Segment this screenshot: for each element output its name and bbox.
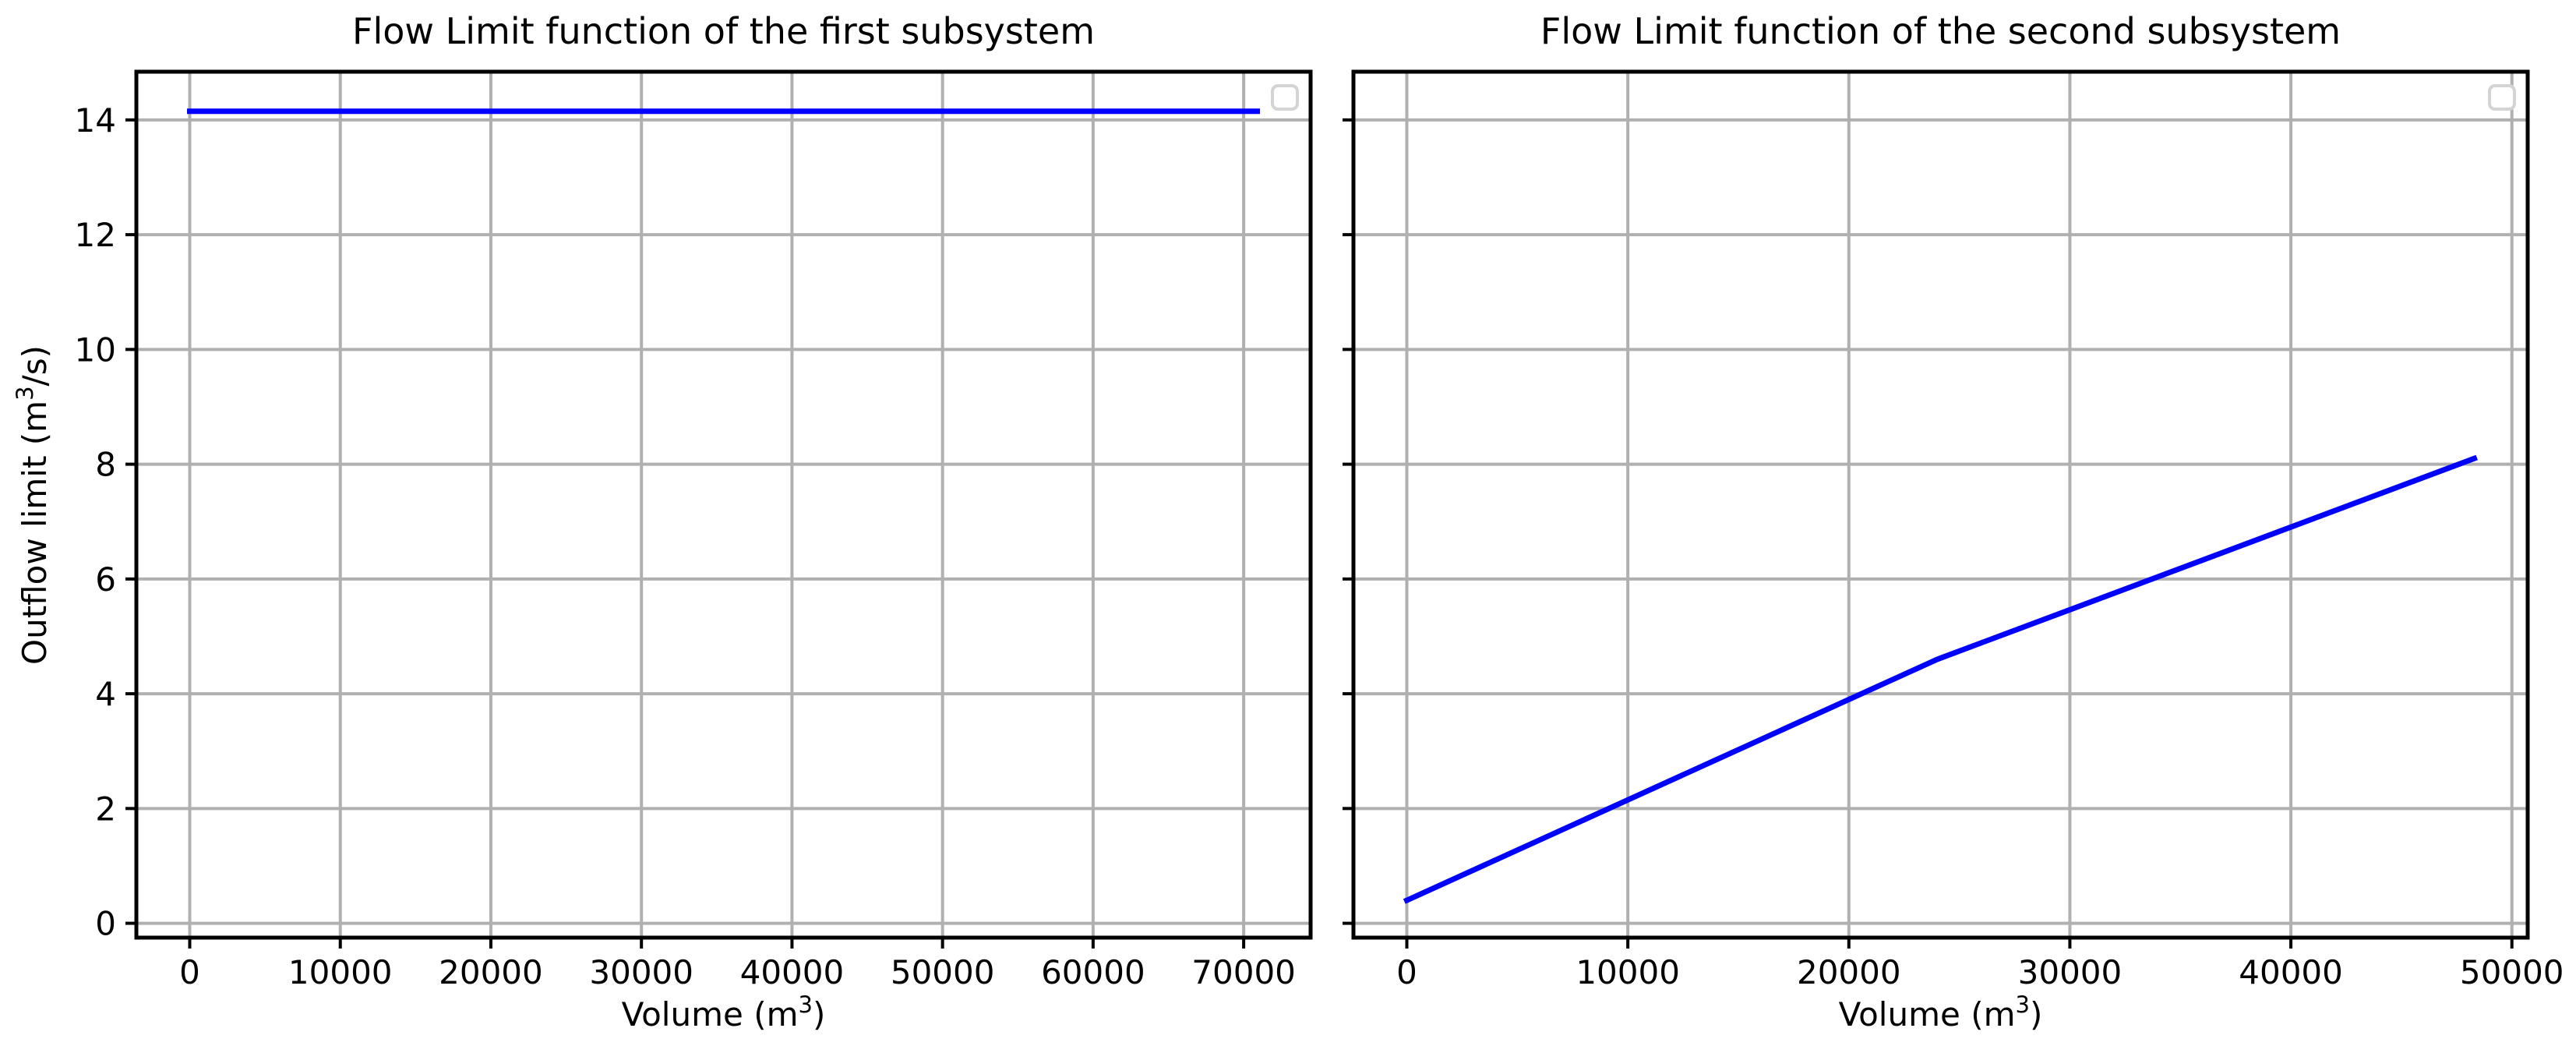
svg-text:10000: 10000: [1576, 953, 1680, 991]
x-axis-label-text: Volume (m: [1838, 995, 2016, 1034]
svg-text:20000: 20000: [1797, 953, 1901, 991]
x-axis-label-text: ): [2029, 995, 2043, 1034]
x-axis-label-text: Volume (m: [621, 995, 799, 1034]
plot-first-subsystem: Flow Limit function of the first subsyst…: [12, 11, 1313, 1033]
svg-text:40000: 40000: [2239, 953, 2343, 991]
x-axis-label: Volume (m3): [136, 992, 1311, 1034]
x-axis-label: Volume (m3): [1353, 992, 2528, 1034]
svg-text:6: 6: [95, 560, 116, 599]
plot-second-subsystem: Flow Limit function of the second subsys…: [1343, 11, 2564, 1033]
svg-text:0: 0: [95, 905, 116, 943]
svg-text:20000: 20000: [439, 953, 543, 991]
x-axis-label-superscript: 3: [798, 991, 813, 1018]
svg-text:10: 10: [75, 330, 116, 369]
svg-text:14: 14: [75, 101, 116, 140]
y-axis-label: Outflow limit (m3/s): [12, 344, 54, 665]
svg-text:12: 12: [75, 216, 116, 254]
svg-text:2: 2: [95, 790, 116, 828]
svg-text:50000: 50000: [2460, 953, 2564, 991]
svg-text:0: 0: [179, 953, 200, 991]
y-axis-label-superscript: 3: [11, 385, 38, 401]
y-axis-label-text: /s): [15, 344, 54, 386]
svg-text:0: 0: [1396, 953, 1417, 991]
legend-box: [1271, 84, 1299, 111]
plot-title: Flow Limit function of the first subsyst…: [351, 10, 1096, 52]
legend-box: [2488, 84, 2516, 111]
svg-text:30000: 30000: [2018, 953, 2123, 991]
axes: 0 10000 20000 30000 40000 50000 60000 70000 0 2 4 6…: [75, 69, 1313, 991]
y-axis-label-text: Outflow limit (m: [15, 400, 54, 665]
svg-text:10000: 10000: [288, 953, 393, 991]
svg-text:50000: 50000: [891, 953, 995, 991]
svg-text:4: 4: [95, 675, 116, 713]
svg-text:70000: 70000: [1191, 953, 1296, 991]
plot-title: Flow Limit function of the second subsys…: [1540, 10, 2341, 52]
svg-text:30000: 30000: [589, 953, 693, 991]
x-axis-label-text: ): [812, 995, 826, 1034]
svg-text:60000: 60000: [1041, 953, 1145, 991]
svg-text:40000: 40000: [740, 953, 845, 991]
svg-text:8: 8: [95, 446, 116, 484]
axes: 0 10000 20000 30000 40000 50000: [1343, 69, 2564, 991]
x-axis-label-superscript: 3: [2015, 991, 2030, 1018]
